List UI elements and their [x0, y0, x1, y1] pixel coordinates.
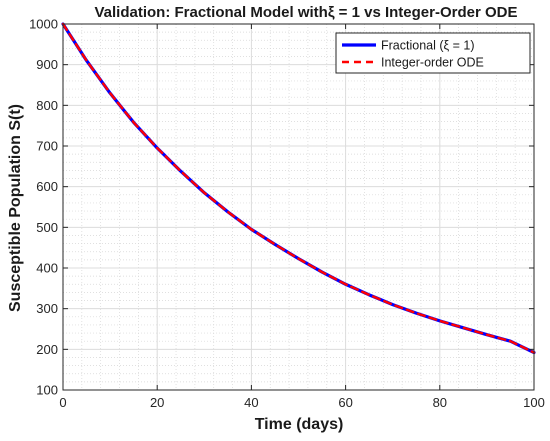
legend: Fractional (ξ = 1) Integer-order ODE: [335, 32, 531, 74]
series-line-2: [61, 22, 536, 354]
legend-label-1: Fractional (ξ = 1): [381, 39, 474, 53]
y-tick-label: 800: [36, 98, 58, 113]
legend-label-2: Integer-order ODE: [381, 56, 484, 70]
plot-area: [63, 24, 534, 390]
y-axis-label: Susceptible Population S(t): [7, 104, 24, 312]
y-tick-label: 500: [36, 220, 58, 235]
x-tick-label: 0: [59, 395, 66, 410]
y-tick-label: 100: [36, 383, 58, 398]
x-tick-label: 100: [523, 395, 545, 410]
y-tick-label: 600: [36, 179, 58, 194]
y-tick-label: 1000: [29, 17, 58, 32]
x-tick-label: 60: [338, 395, 352, 410]
y-tick-label: 700: [36, 139, 58, 154]
x-tick-label: 40: [244, 395, 258, 410]
x-tick-label: 80: [433, 395, 447, 410]
x-axis-label: Time (days): [255, 416, 344, 433]
x-tick-label: 20: [150, 395, 164, 410]
legend-box: [335, 32, 531, 74]
y-tick-label: 300: [36, 301, 58, 316]
y-tick-label: 200: [36, 342, 58, 357]
axes-box: [62, 23, 535, 391]
chart-title: Validation: Fractional Model withξ = 1 v…: [94, 4, 517, 21]
y-tick-label: 900: [36, 57, 58, 72]
y-tick-label: 400: [36, 261, 58, 276]
